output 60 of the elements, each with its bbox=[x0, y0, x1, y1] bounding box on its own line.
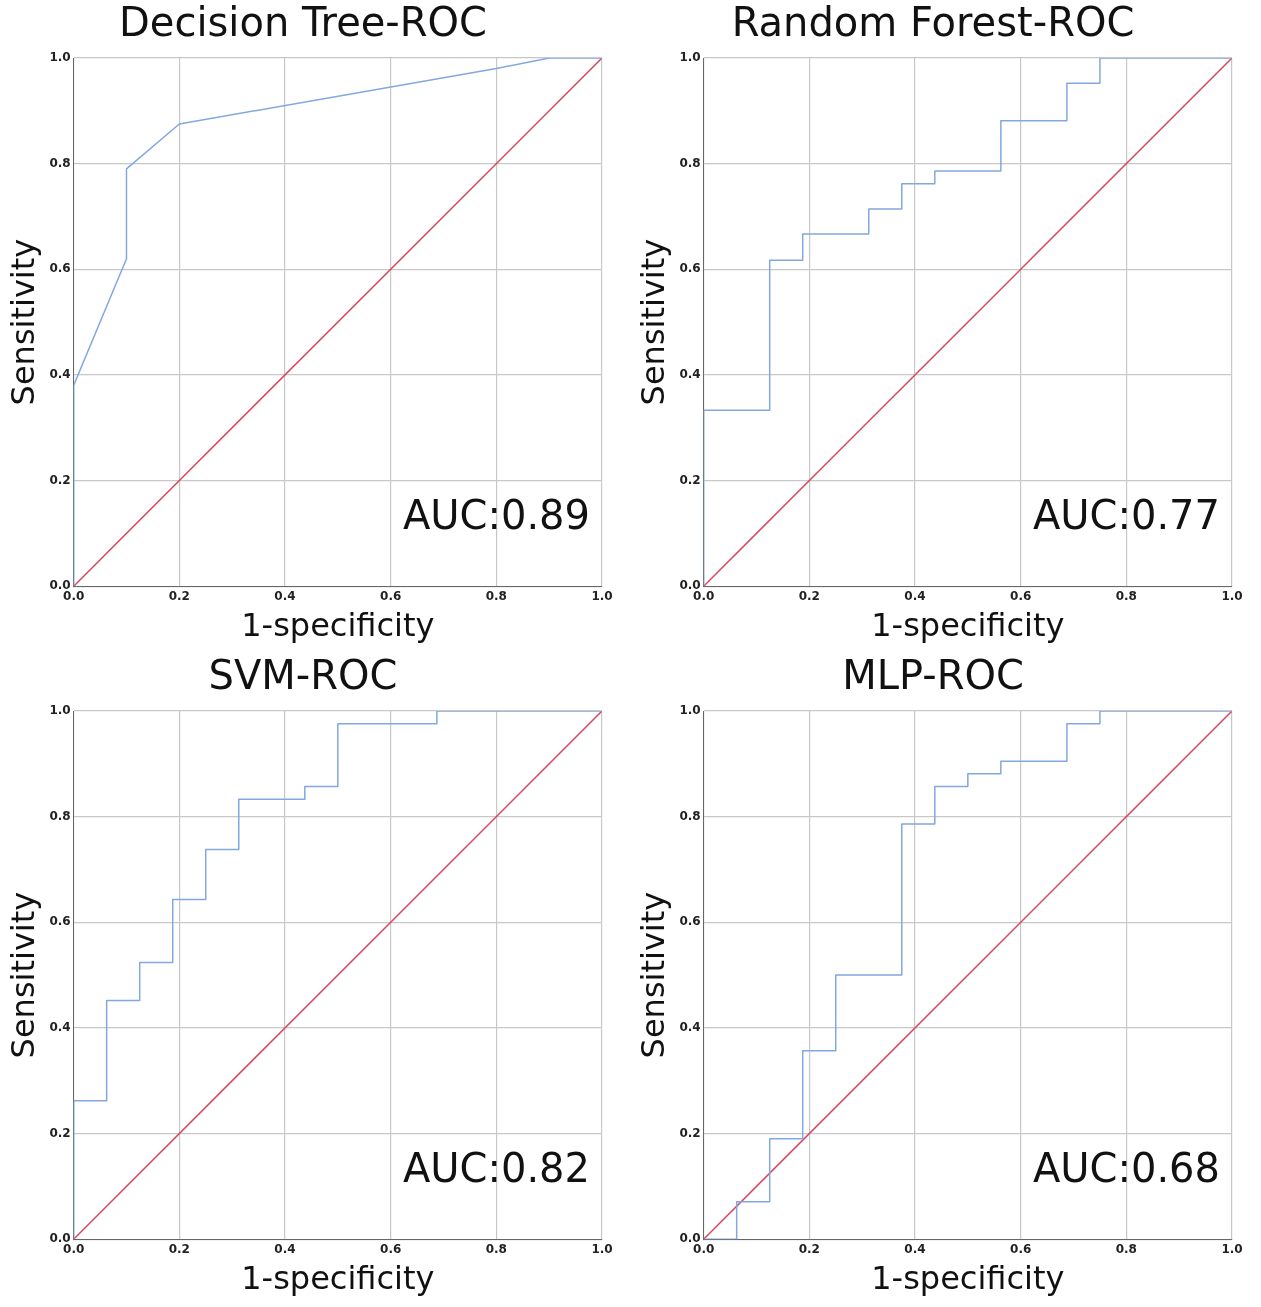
y-tick-label: 0.6 bbox=[49, 914, 71, 929]
x-tick-label: 0.8 bbox=[1115, 588, 1137, 603]
x-tick-label: 0.8 bbox=[485, 1241, 507, 1256]
y-axis-title: Sensitivity bbox=[633, 891, 672, 1059]
y-tick-label: 0.8 bbox=[49, 808, 71, 823]
y-tick-label: 1.0 bbox=[679, 50, 701, 65]
y-axis-title: Sensitivity bbox=[3, 238, 42, 406]
x-axis-title: 1-specificity bbox=[241, 606, 435, 645]
x-tick-label: 0.4 bbox=[274, 588, 296, 603]
y-tick-label: 0.2 bbox=[679, 1125, 701, 1140]
y-tick-label: 0.4 bbox=[679, 367, 701, 382]
x-axis-title: 1-specificity bbox=[241, 1259, 435, 1298]
y-tick-label: 0.4 bbox=[49, 1020, 71, 1035]
annotation: AUC:0.68 bbox=[1032, 1144, 1220, 1191]
y-tick-label: 0.6 bbox=[679, 914, 701, 929]
x-tick-label: 0.2 bbox=[798, 588, 820, 603]
y-tick-label: 0.2 bbox=[679, 472, 701, 487]
x-tick-label: 0.0 bbox=[693, 588, 715, 603]
x-tick-label: 0.0 bbox=[63, 1241, 85, 1256]
annotation: AUC:0.77 bbox=[1032, 491, 1220, 538]
annotation: AUC:0.82 bbox=[402, 1144, 590, 1191]
x-tick-label: 1.0 bbox=[1221, 1241, 1243, 1256]
x-axis-title: 1-specificity bbox=[871, 606, 1065, 645]
y-tick-label: 0.8 bbox=[49, 155, 71, 170]
y-axis-title: Sensitivity bbox=[3, 891, 42, 1059]
x-tick-label: 1.0 bbox=[591, 1241, 613, 1256]
x-tick-label: 0.4 bbox=[904, 1241, 926, 1256]
x-tick-label: 1.0 bbox=[1221, 588, 1243, 603]
y-tick-label: 1.0 bbox=[679, 703, 701, 718]
x-axis-title: 1-specificity bbox=[871, 1259, 1065, 1298]
chart-title: SVM-ROC bbox=[208, 652, 398, 699]
y-tick-label: 0.4 bbox=[679, 1020, 701, 1035]
x-tick-label: 0.6 bbox=[380, 1241, 402, 1256]
x-tick-label: 0.2 bbox=[168, 1241, 190, 1256]
x-tick-label: 0.0 bbox=[693, 1241, 715, 1256]
chart-title: MLP-ROC bbox=[842, 652, 1024, 699]
chart-title: Decision Tree-ROC bbox=[119, 0, 487, 46]
x-tick-label: 0.4 bbox=[904, 588, 926, 603]
y-tick-label: 0.6 bbox=[49, 261, 71, 276]
x-tick-label: 0.4 bbox=[274, 1241, 296, 1256]
x-tick-label: 0.6 bbox=[380, 588, 402, 603]
y-tick-label: 0.6 bbox=[679, 261, 701, 276]
x-tick-label: 0.6 bbox=[1010, 1241, 1032, 1256]
x-tick-label: 0.8 bbox=[485, 588, 507, 603]
y-tick-label: 0.4 bbox=[49, 367, 71, 382]
y-tick-label: 1.0 bbox=[49, 703, 71, 718]
x-tick-label: 0.0 bbox=[63, 588, 85, 603]
y-tick-label: 0.2 bbox=[49, 472, 71, 487]
chart-title: Random Forest-ROC bbox=[731, 0, 1135, 46]
y-tick-label: 0.2 bbox=[49, 1125, 71, 1140]
annotation: AUC:0.89 bbox=[402, 491, 590, 538]
x-tick-label: 0.6 bbox=[1010, 588, 1032, 603]
x-tick-label: 0.8 bbox=[1115, 1241, 1137, 1256]
y-axis-title: Sensitivity bbox=[633, 238, 672, 406]
y-tick-label: 1.0 bbox=[49, 50, 71, 65]
x-tick-label: 1.0 bbox=[591, 588, 613, 603]
x-tick-label: 0.2 bbox=[168, 588, 190, 603]
y-tick-label: 0.8 bbox=[679, 155, 701, 170]
x-tick-label: 0.2 bbox=[798, 1241, 820, 1256]
y-tick-label: 0.8 bbox=[679, 808, 701, 823]
